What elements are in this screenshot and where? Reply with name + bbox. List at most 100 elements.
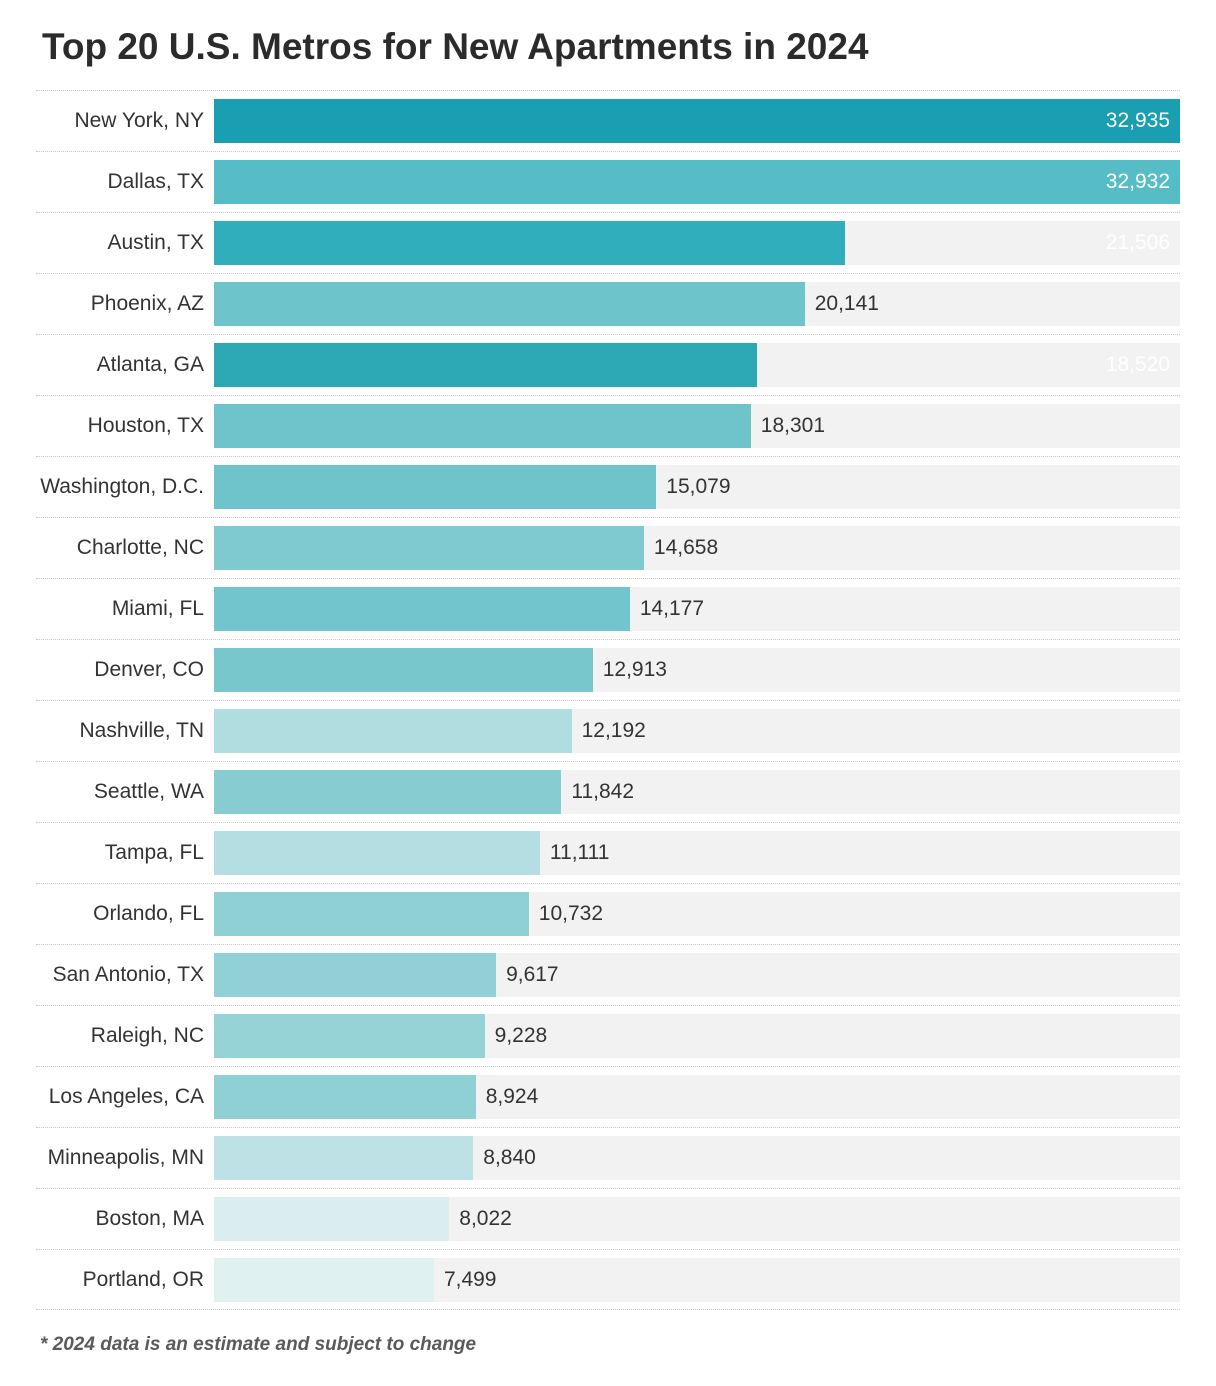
- value-label: 20,141: [815, 282, 879, 326]
- category-label: Washington, D.C.: [36, 475, 214, 499]
- category-label: Nashville, TN: [36, 719, 214, 743]
- bar-track: 32,935: [214, 99, 1180, 143]
- bar-track: 18,520: [214, 343, 1180, 387]
- chart-row: Raleigh, NC 9,228: [36, 1005, 1180, 1066]
- bar: [214, 892, 529, 936]
- value-label: 15,079: [666, 465, 730, 509]
- value-label: 14,177: [640, 587, 704, 631]
- chart-container: Top 20 U.S. Metros for New Apartments in…: [0, 0, 1216, 1386]
- category-label: Boston, MA: [36, 1207, 214, 1231]
- value-label: 18,520: [627, 343, 1170, 387]
- bar: [214, 465, 656, 509]
- category-label: Atlanta, GA: [36, 353, 214, 377]
- category-label: Raleigh, NC: [36, 1024, 214, 1048]
- bar-track: 10,732: [214, 892, 1180, 936]
- category-label: Dallas, TX: [36, 170, 214, 194]
- bar-track: 12,913: [214, 648, 1180, 692]
- chart-row: Orlando, FL 10,732: [36, 883, 1180, 944]
- chart-row: Austin, TX 21,506: [36, 212, 1180, 273]
- chart-footnote: * 2024 data is an estimate and subject t…: [36, 1334, 1180, 1356]
- chart-row: Miami, FL 14,177: [36, 578, 1180, 639]
- bar: [214, 404, 751, 448]
- value-label: 11,111: [550, 831, 610, 875]
- bar: [214, 526, 644, 570]
- bar: [214, 282, 805, 326]
- bar-track: 11,111: [214, 831, 1180, 875]
- chart-row: Boston, MA 8,022: [36, 1188, 1180, 1249]
- bar: [214, 770, 561, 814]
- value-label: 11,842: [571, 770, 634, 814]
- value-label: 21,506: [539, 221, 1170, 265]
- bar: [214, 1136, 473, 1180]
- bar-track: 15,079: [214, 465, 1180, 509]
- bar: [214, 953, 496, 997]
- bar: [214, 709, 572, 753]
- chart-row: Denver, CO 12,913: [36, 639, 1180, 700]
- category-label: New York, NY: [36, 109, 214, 133]
- bar-track: 20,141: [214, 282, 1180, 326]
- chart-row: Nashville, TN 12,192: [36, 700, 1180, 761]
- chart-rows: New York, NY32,935Dallas, TX32,932Austin…: [36, 90, 1180, 1310]
- bar-track: 11,842: [214, 770, 1180, 814]
- bar-track: 7,499: [214, 1258, 1180, 1302]
- bar-track: 12,192: [214, 709, 1180, 753]
- bar-track: 21,506: [214, 221, 1180, 265]
- category-label: Los Angeles, CA: [36, 1085, 214, 1109]
- bar-track: 9,228: [214, 1014, 1180, 1058]
- category-label: Denver, CO: [36, 658, 214, 682]
- category-label: Austin, TX: [36, 231, 214, 255]
- category-label: Charlotte, NC: [36, 536, 214, 560]
- value-label: 9,228: [495, 1014, 548, 1058]
- chart-row: Tampa, FL 11,111: [36, 822, 1180, 883]
- category-label: Portland, OR: [36, 1268, 214, 1292]
- value-label: 8,022: [459, 1197, 512, 1241]
- value-label: 7,499: [444, 1258, 497, 1302]
- bar-track: 8,022: [214, 1197, 1180, 1241]
- chart-row: Charlotte, NC 14,658: [36, 517, 1180, 578]
- chart-row: New York, NY32,935: [36, 90, 1180, 151]
- category-label: Houston, TX: [36, 414, 214, 438]
- bar: [214, 648, 593, 692]
- bar-track: 8,840: [214, 1136, 1180, 1180]
- bar: [214, 1197, 449, 1241]
- bar: [214, 587, 630, 631]
- value-label: 32,935: [204, 99, 1170, 143]
- value-label: 10,732: [539, 892, 603, 936]
- category-label: Tampa, FL: [36, 841, 214, 865]
- chart-row: Dallas, TX32,932: [36, 151, 1180, 212]
- category-label: Minneapolis, MN: [36, 1146, 214, 1170]
- value-label: 8,924: [486, 1075, 539, 1119]
- chart-row: Seattle, WA 11,842: [36, 761, 1180, 822]
- bar-track: 32,932: [214, 160, 1180, 204]
- chart-row: Los Angeles, CA 8,924: [36, 1066, 1180, 1127]
- bar: [214, 1014, 485, 1058]
- value-label: 18,301: [761, 404, 825, 448]
- bar-track: 8,924: [214, 1075, 1180, 1119]
- chart-row: Portland, OR 7,499: [36, 1249, 1180, 1310]
- value-label: 32,932: [204, 160, 1170, 204]
- bar-track: 14,177: [214, 587, 1180, 631]
- value-label: 8,840: [483, 1136, 536, 1180]
- chart-row: Houston, TX 18,301: [36, 395, 1180, 456]
- bar-track: 9,617: [214, 953, 1180, 997]
- bar: [214, 1258, 434, 1302]
- category-label: Orlando, FL: [36, 902, 214, 926]
- value-label: 9,617: [506, 953, 559, 997]
- bar-track: 14,658: [214, 526, 1180, 570]
- chart-row: Atlanta, GA 18,520: [36, 334, 1180, 395]
- chart-row: Phoenix, AZ 20,141: [36, 273, 1180, 334]
- value-label: 14,658: [654, 526, 718, 570]
- category-label: Miami, FL: [36, 597, 214, 621]
- category-label: Phoenix, AZ: [36, 292, 214, 316]
- chart-row: Washington, D.C. 15,079: [36, 456, 1180, 517]
- bar: [214, 831, 540, 875]
- chart-row: Minneapolis, MN 8,840: [36, 1127, 1180, 1188]
- category-label: Seattle, WA: [36, 780, 214, 804]
- value-label: 12,913: [603, 648, 667, 692]
- chart-row: San Antonio, TX 9,617: [36, 944, 1180, 1005]
- category-label: San Antonio, TX: [36, 963, 214, 987]
- value-label: 12,192: [582, 709, 646, 753]
- bar-track: 18,301: [214, 404, 1180, 448]
- chart-title: Top 20 U.S. Metros for New Apartments in…: [42, 26, 1180, 68]
- bar: [214, 1075, 476, 1119]
